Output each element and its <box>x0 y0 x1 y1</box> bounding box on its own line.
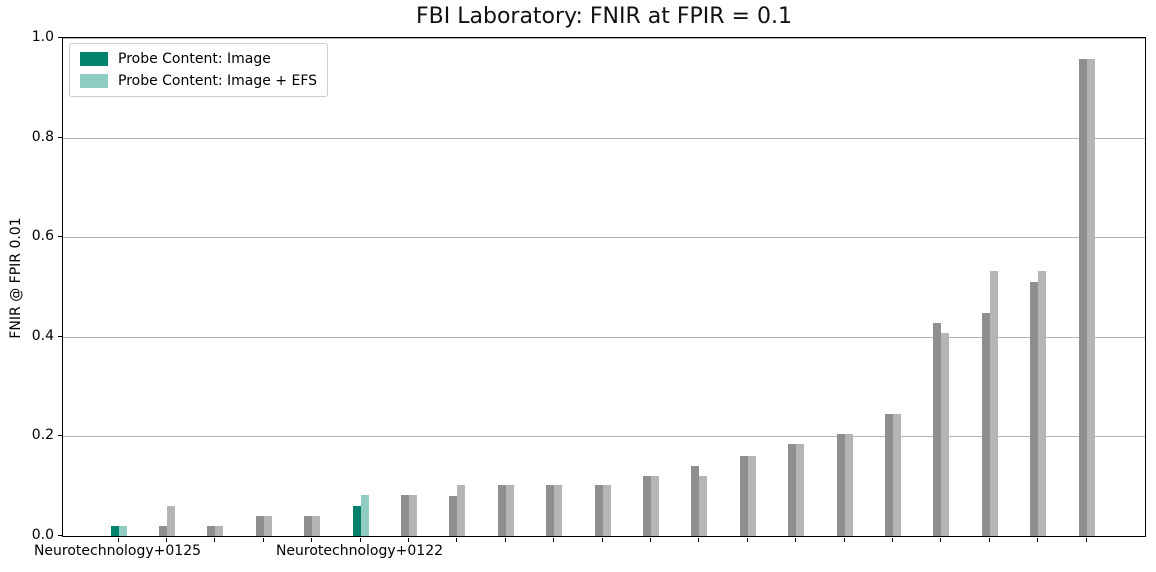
gridline <box>63 137 1145 139</box>
bar <box>158 526 167 536</box>
x-tick-mark <box>553 538 555 542</box>
bar <box>1078 58 1087 536</box>
y-tick-label: 0.6 <box>31 228 54 245</box>
bar <box>747 455 756 536</box>
bar <box>118 526 127 536</box>
x-tick-mark <box>117 538 119 542</box>
gridline <box>63 237 1145 239</box>
bar <box>941 332 950 536</box>
x-tick-mark <box>940 538 942 542</box>
legend-swatch-image <box>80 52 108 66</box>
bar <box>304 516 313 536</box>
bar <box>884 414 893 536</box>
x-tick-mark <box>1085 538 1087 542</box>
bar <box>788 444 797 536</box>
bar <box>1030 282 1039 536</box>
bar <box>699 475 708 536</box>
x-tick-mark <box>359 538 361 542</box>
x-tick-label: Neurotechnology+0125 <box>33 543 202 559</box>
x-tick-mark <box>407 538 409 542</box>
x-tick-mark <box>601 538 603 542</box>
bar <box>691 465 700 536</box>
y-tick-mark <box>58 435 62 437</box>
bar <box>207 526 216 536</box>
y-tick-label: 0.0 <box>31 527 54 543</box>
bar <box>400 494 409 536</box>
bar <box>360 494 369 536</box>
bar <box>1086 58 1095 536</box>
x-tick-mark <box>795 538 797 542</box>
gridline <box>63 38 1145 39</box>
bar <box>255 516 264 536</box>
legend-label-image-efs: Probe Content: Image + EFS <box>118 73 318 89</box>
bar <box>352 506 361 536</box>
x-tick-mark <box>843 538 845 542</box>
bar <box>989 271 998 536</box>
bar <box>554 485 563 536</box>
bar <box>215 526 224 536</box>
y-tick-label: 0.2 <box>31 427 54 444</box>
legend-swatch-image-efs <box>80 74 108 88</box>
bar <box>263 516 272 536</box>
y-tick-label: 0.4 <box>31 327 54 344</box>
bar <box>594 485 603 536</box>
bar <box>497 485 506 536</box>
bar <box>602 485 611 536</box>
y-tick-label: 1.0 <box>31 29 54 45</box>
legend-item-image: Probe Content: Image <box>80 51 317 67</box>
y-tick-mark <box>58 236 62 238</box>
bar <box>739 455 748 536</box>
plot-area: Probe Content: Image Probe Content: Imag… <box>62 37 1146 537</box>
x-tick-mark <box>988 538 990 542</box>
bar <box>312 516 321 536</box>
y-tick-mark <box>58 535 62 536</box>
bar <box>505 485 514 536</box>
x-tick-mark <box>214 538 216 542</box>
bar <box>457 485 466 536</box>
bar <box>796 444 805 536</box>
bar <box>166 506 175 536</box>
y-tick-mark <box>58 335 62 337</box>
y-tick-label: 0.8 <box>31 128 54 145</box>
bar <box>449 495 458 536</box>
bar <box>933 323 942 536</box>
x-tick-mark <box>746 538 748 542</box>
x-tick-mark <box>649 538 651 542</box>
x-tick-label: Neurotechnology+0122 <box>275 543 444 559</box>
bar <box>981 313 990 536</box>
legend-label-image: Probe Content: Image <box>118 51 271 67</box>
bar <box>110 526 119 536</box>
gridline <box>63 336 1145 338</box>
x-tick-mark <box>698 538 700 542</box>
x-tick-mark <box>311 538 313 542</box>
bar <box>836 433 845 536</box>
x-tick-mark <box>1037 538 1039 542</box>
x-tick-mark <box>165 538 167 542</box>
x-tick-mark <box>262 538 264 542</box>
x-tick-mark <box>504 538 506 542</box>
bar <box>650 476 659 536</box>
x-tick-mark <box>456 538 458 542</box>
legend: Probe Content: Image Probe Content: Imag… <box>69 43 329 97</box>
gridline <box>63 436 1145 438</box>
bar <box>408 494 417 536</box>
bar <box>642 476 651 536</box>
y-tick-mark <box>58 136 62 138</box>
bar <box>844 433 853 536</box>
x-tick-mark <box>891 538 893 542</box>
bar <box>1038 271 1047 536</box>
y-tick-mark <box>58 37 62 38</box>
chart-title: FBI Laboratory: FNIR at FPIR = 0.1 <box>416 4 792 29</box>
legend-item-image-efs: Probe Content: Image + EFS <box>80 73 317 89</box>
bar <box>546 485 555 536</box>
bar <box>892 414 901 536</box>
